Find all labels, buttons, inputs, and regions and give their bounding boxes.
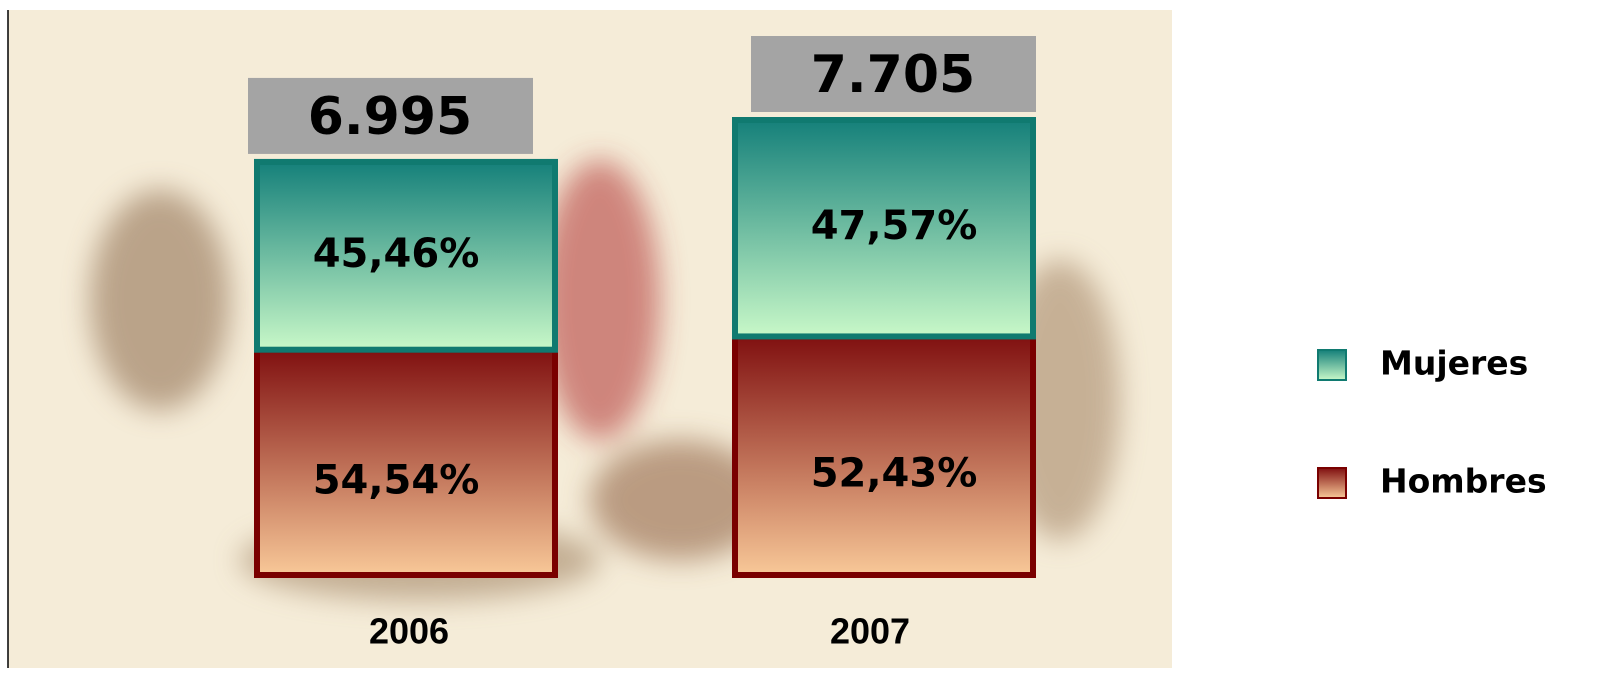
bar-segment <box>254 158 558 353</box>
value-label: 54,54% <box>313 457 480 503</box>
x-tick-label: 2007 <box>830 611 910 652</box>
total-box <box>248 77 533 154</box>
bar-segment <box>732 117 1036 340</box>
value-label: 45,46% <box>313 231 480 277</box>
total-box <box>751 36 1036 112</box>
value-label: 47,57% <box>811 203 978 249</box>
bar-segment <box>732 333 1036 579</box>
x-tick-label: 2006 <box>369 611 449 652</box>
bar-segment <box>254 346 558 579</box>
total-label: 6.995 <box>308 87 472 147</box>
legend-swatch <box>1317 467 1347 499</box>
total-label: 7.705 <box>811 45 975 105</box>
legend-label: Mujeres <box>1380 344 1528 383</box>
value-label: 52,43% <box>811 451 978 497</box>
legend-label: Hombres <box>1380 462 1547 501</box>
legend-swatch <box>1317 349 1347 381</box>
